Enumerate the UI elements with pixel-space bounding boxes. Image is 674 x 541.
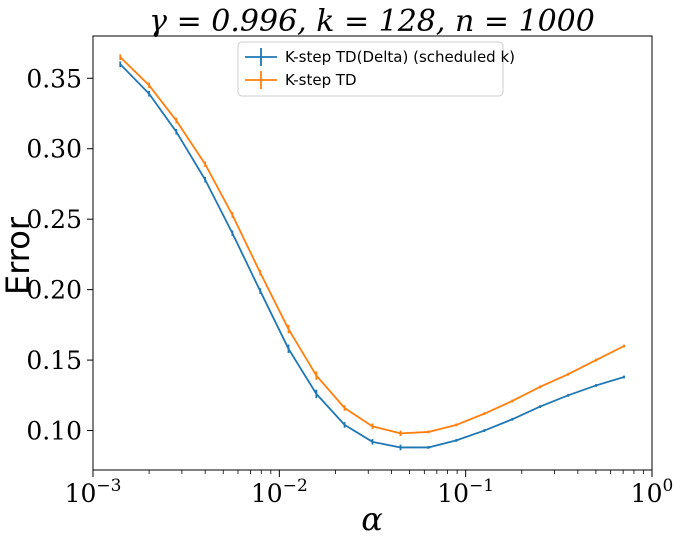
- legend-box: [237, 41, 504, 97]
- y-tick-label: 0.25: [26, 205, 82, 234]
- y-tick-label: 0.20: [26, 276, 82, 305]
- y-tick-label: 0.10: [26, 417, 82, 446]
- y-tick-label: 0.15: [26, 346, 82, 375]
- y-axis-ticks: 0.10 0.15 0.20 0.25 0.30 0.35: [26, 64, 93, 446]
- series-line-2: [119, 56, 625, 435]
- plot-frame: [92, 35, 653, 471]
- x-axis-ticks: 10−3 10−2 10−1 100: [65, 470, 674, 508]
- legend-label-2: K-step TD: [285, 71, 357, 89]
- x-tick-label: 10−3: [65, 476, 122, 508]
- x-axis-label: α: [361, 500, 383, 538]
- x-tick-label: 100: [631, 476, 674, 508]
- chart-title: γ = 0.996, k = 128, n = 1000: [149, 4, 595, 39]
- y-axis-label: Error: [0, 216, 37, 295]
- plot-series: [119, 54, 625, 451]
- x-tick-label: 10−1: [437, 476, 494, 508]
- legend: K-step TD(Delta) (scheduled k) K-step TD: [237, 41, 515, 97]
- y-tick-label: 0.30: [26, 135, 82, 164]
- series-line-1: [119, 63, 625, 449]
- x-tick-label: 10−2: [251, 476, 308, 508]
- y-tick-label: 0.35: [26, 64, 82, 93]
- legend-label-1: K-step TD(Delta) (scheduled k): [285, 48, 515, 66]
